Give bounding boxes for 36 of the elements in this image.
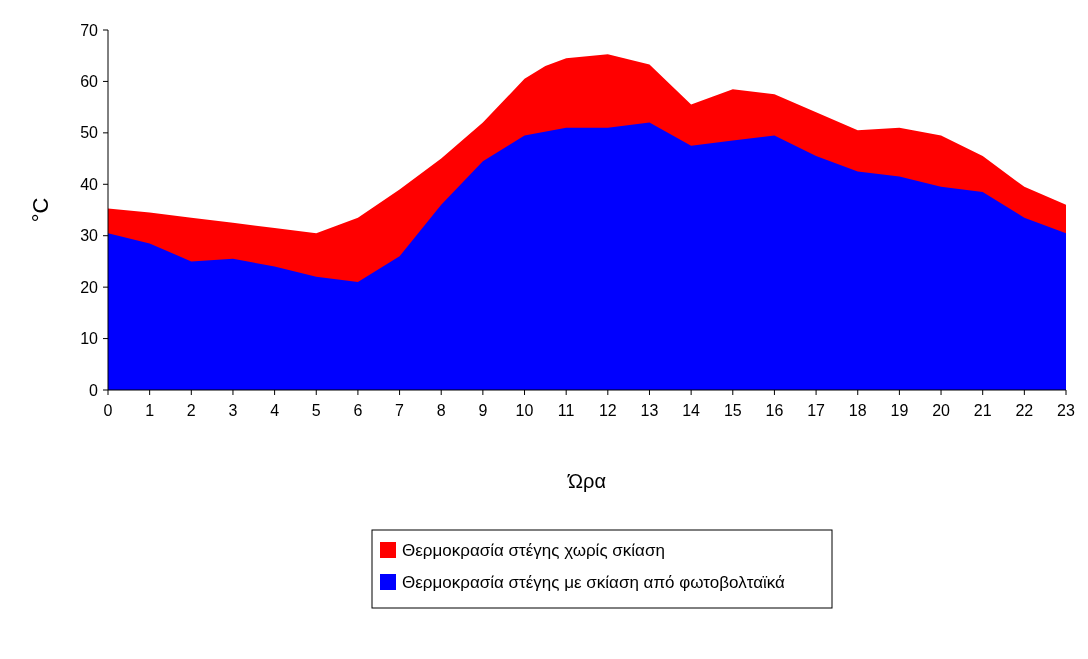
x-tick-label: 18 xyxy=(848,402,867,419)
y-tick-label: 20 xyxy=(80,278,99,296)
x-tick-label: 17 xyxy=(807,402,826,419)
x-tick-label: 4 xyxy=(270,402,280,419)
x-tick-label: 9 xyxy=(478,402,488,419)
x-tick-label: 23 xyxy=(1057,402,1075,419)
x-tick-label: 13 xyxy=(640,402,659,419)
x-tick-label: 0 xyxy=(103,402,113,419)
legend-label: Θερμοκρασία στέγης χωρίς σκίαση xyxy=(402,541,665,560)
y-tick-label: 30 xyxy=(80,227,99,245)
x-tick-label: 5 xyxy=(311,402,321,419)
x-tick-label: 12 xyxy=(598,402,617,419)
x-tick-label: 8 xyxy=(436,402,446,419)
x-tick-label: 16 xyxy=(765,402,784,419)
x-tick-label: 11 xyxy=(557,402,575,419)
x-tick-label: 6 xyxy=(353,402,363,419)
x-tick-label: 15 xyxy=(723,402,742,419)
x-tick-label: 2 xyxy=(186,402,196,419)
y-tick-label: 60 xyxy=(80,73,99,91)
x-tick-label: 7 xyxy=(395,402,405,419)
y-axis-title: °C xyxy=(28,197,53,223)
y-tick-label: 0 xyxy=(89,381,99,399)
x-tick-label: 21 xyxy=(973,402,992,419)
x-tick-label: 3 xyxy=(228,402,238,419)
x-tick-label: 10 xyxy=(515,402,534,419)
legend-label: Θερμοκρασία στέγης με σκίαση από φωτοβολταϊκά xyxy=(402,573,786,592)
y-tick-label: 70 xyxy=(80,21,99,39)
x-tick-label: 22 xyxy=(1015,402,1034,419)
x-tick-label: 19 xyxy=(890,402,909,419)
y-tick-label: 50 xyxy=(80,124,99,142)
x-axis-title: Ώρα xyxy=(567,470,606,492)
y-tick-label: 10 xyxy=(80,330,99,348)
y-tick-label: 40 xyxy=(80,175,99,193)
x-tick-label: 14 xyxy=(682,402,701,419)
x-tick-label: 1 xyxy=(145,402,155,419)
x-tick-label: 20 xyxy=(932,402,951,419)
